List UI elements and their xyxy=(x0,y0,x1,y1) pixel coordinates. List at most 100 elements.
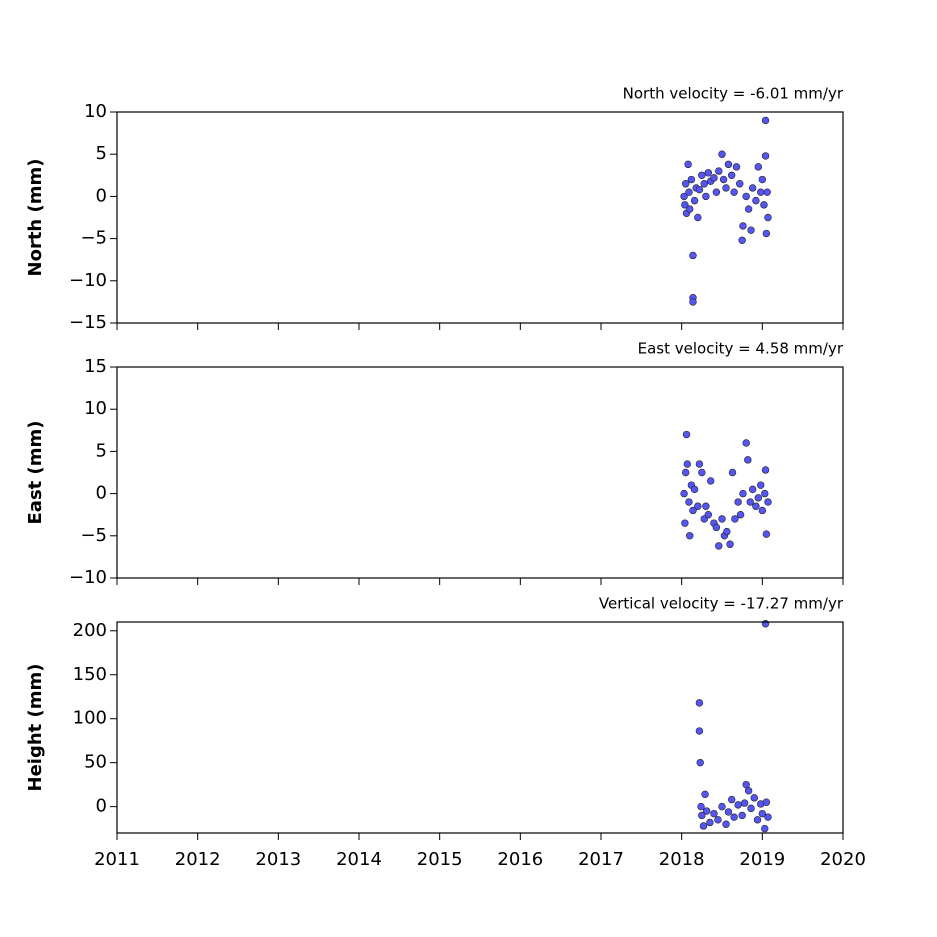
point xyxy=(685,498,693,506)
y-tick-label: −15 xyxy=(69,312,107,333)
x-tick-label: 2017 xyxy=(578,849,624,870)
point xyxy=(700,180,708,188)
y-tick-label: 200 xyxy=(73,620,107,641)
point xyxy=(757,481,765,489)
panel-title: North velocity = -6.01 mm/yr xyxy=(623,85,844,103)
point xyxy=(681,201,689,209)
point xyxy=(747,226,755,234)
point xyxy=(714,816,722,824)
y-tick-label: 5 xyxy=(96,143,107,164)
point xyxy=(739,489,747,498)
point xyxy=(715,167,723,175)
point xyxy=(747,804,755,813)
y-tick-label: 50 xyxy=(84,752,107,773)
point xyxy=(754,494,762,502)
point xyxy=(763,188,771,196)
point xyxy=(754,163,762,171)
point xyxy=(712,523,721,532)
x-tick-label: 2016 xyxy=(497,849,543,870)
point xyxy=(722,184,730,192)
point xyxy=(684,160,692,169)
y-tick-label: 10 xyxy=(84,398,107,419)
point xyxy=(710,174,718,182)
x-tick-label: 2020 xyxy=(820,849,866,870)
point xyxy=(742,192,750,201)
point xyxy=(719,175,728,184)
point xyxy=(761,489,769,498)
point xyxy=(739,222,747,230)
point xyxy=(738,811,746,820)
point xyxy=(742,439,750,447)
point xyxy=(702,807,711,815)
point xyxy=(689,298,697,306)
point xyxy=(689,251,697,260)
y-axis-label: Height (mm) xyxy=(25,664,46,792)
y-tick-label: −10 xyxy=(69,270,107,291)
point xyxy=(699,822,708,830)
point xyxy=(698,811,706,820)
point xyxy=(732,163,741,171)
y-tick-label: 0 xyxy=(96,483,107,504)
point xyxy=(752,196,760,205)
panel-title: East velocity = 4.58 mm/yr xyxy=(638,340,844,358)
point xyxy=(764,498,772,506)
point xyxy=(742,780,750,789)
x-tick-label: 2012 xyxy=(175,849,221,870)
point xyxy=(687,175,696,184)
y-tick-label: −10 xyxy=(69,567,107,588)
y-tick-label: −5 xyxy=(80,228,107,249)
y-tick-label: 5 xyxy=(96,440,107,461)
y-tick-label: 10 xyxy=(84,101,107,122)
point xyxy=(715,542,723,550)
plot-frame xyxy=(116,111,844,324)
point xyxy=(738,236,746,244)
point xyxy=(727,171,736,180)
point xyxy=(706,818,714,827)
point xyxy=(730,188,738,196)
x-tick-label: 2014 xyxy=(336,849,382,870)
point xyxy=(752,502,760,510)
point xyxy=(764,813,772,821)
point xyxy=(681,180,690,188)
point xyxy=(683,460,692,468)
x-tick-label: 2019 xyxy=(739,849,785,870)
point xyxy=(728,468,737,477)
point xyxy=(744,456,752,464)
x-tick-label: 2015 xyxy=(417,849,463,870)
point xyxy=(718,150,726,158)
point xyxy=(681,519,689,527)
point xyxy=(758,506,767,515)
point xyxy=(731,515,739,523)
point xyxy=(761,824,769,833)
point xyxy=(762,530,771,538)
point xyxy=(694,502,702,510)
point xyxy=(695,727,704,735)
point xyxy=(727,795,736,804)
point xyxy=(718,515,726,523)
point xyxy=(761,116,770,125)
point xyxy=(710,809,718,818)
point xyxy=(760,201,768,209)
point xyxy=(680,489,688,498)
point xyxy=(680,192,688,201)
point xyxy=(707,477,715,485)
point xyxy=(695,185,704,194)
point xyxy=(758,175,767,184)
point xyxy=(748,485,757,494)
point xyxy=(734,801,742,809)
point xyxy=(702,502,710,510)
x-tick-label: 2018 xyxy=(659,849,705,870)
y-tick-label: −5 xyxy=(80,525,107,546)
plot-frame xyxy=(116,621,844,834)
point xyxy=(722,820,730,828)
y-axis-label: East (mm) xyxy=(25,421,46,525)
point xyxy=(718,802,726,811)
x-tick-label: 2011 xyxy=(94,849,140,870)
point xyxy=(750,794,758,802)
point xyxy=(696,758,704,767)
x-tick-label: 2013 xyxy=(255,849,301,870)
point xyxy=(697,802,705,811)
point xyxy=(690,196,699,205)
point xyxy=(761,620,770,628)
point xyxy=(685,188,693,196)
